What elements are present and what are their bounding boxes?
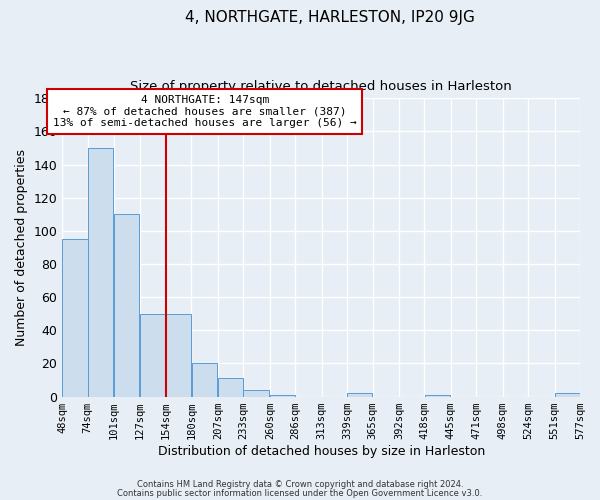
- Bar: [218, 378, 243, 396]
- Bar: [191, 364, 217, 396]
- Title: Size of property relative to detached houses in Harleston: Size of property relative to detached ho…: [130, 80, 512, 93]
- Bar: [270, 395, 295, 396]
- Y-axis label: Number of detached properties: Number of detached properties: [15, 149, 28, 346]
- Bar: [425, 395, 449, 396]
- Bar: [140, 314, 165, 396]
- Bar: [62, 239, 88, 396]
- Text: Contains HM Land Registry data © Crown copyright and database right 2024.: Contains HM Land Registry data © Crown c…: [137, 480, 463, 489]
- Text: 4, NORTHGATE, HARLESTON, IP20 9JG: 4, NORTHGATE, HARLESTON, IP20 9JG: [185, 10, 475, 25]
- X-axis label: Distribution of detached houses by size in Harleston: Distribution of detached houses by size …: [158, 444, 485, 458]
- Bar: [115, 214, 139, 396]
- Text: 4 NORTHGATE: 147sqm
← 87% of detached houses are smaller (387)
13% of semi-detac: 4 NORTHGATE: 147sqm ← 87% of detached ho…: [53, 95, 356, 128]
- Text: Contains public sector information licensed under the Open Government Licence v3: Contains public sector information licen…: [118, 488, 482, 498]
- Bar: [88, 148, 113, 396]
- Bar: [166, 314, 191, 396]
- Bar: [347, 394, 373, 396]
- Bar: [555, 394, 580, 396]
- Bar: [244, 390, 269, 396]
